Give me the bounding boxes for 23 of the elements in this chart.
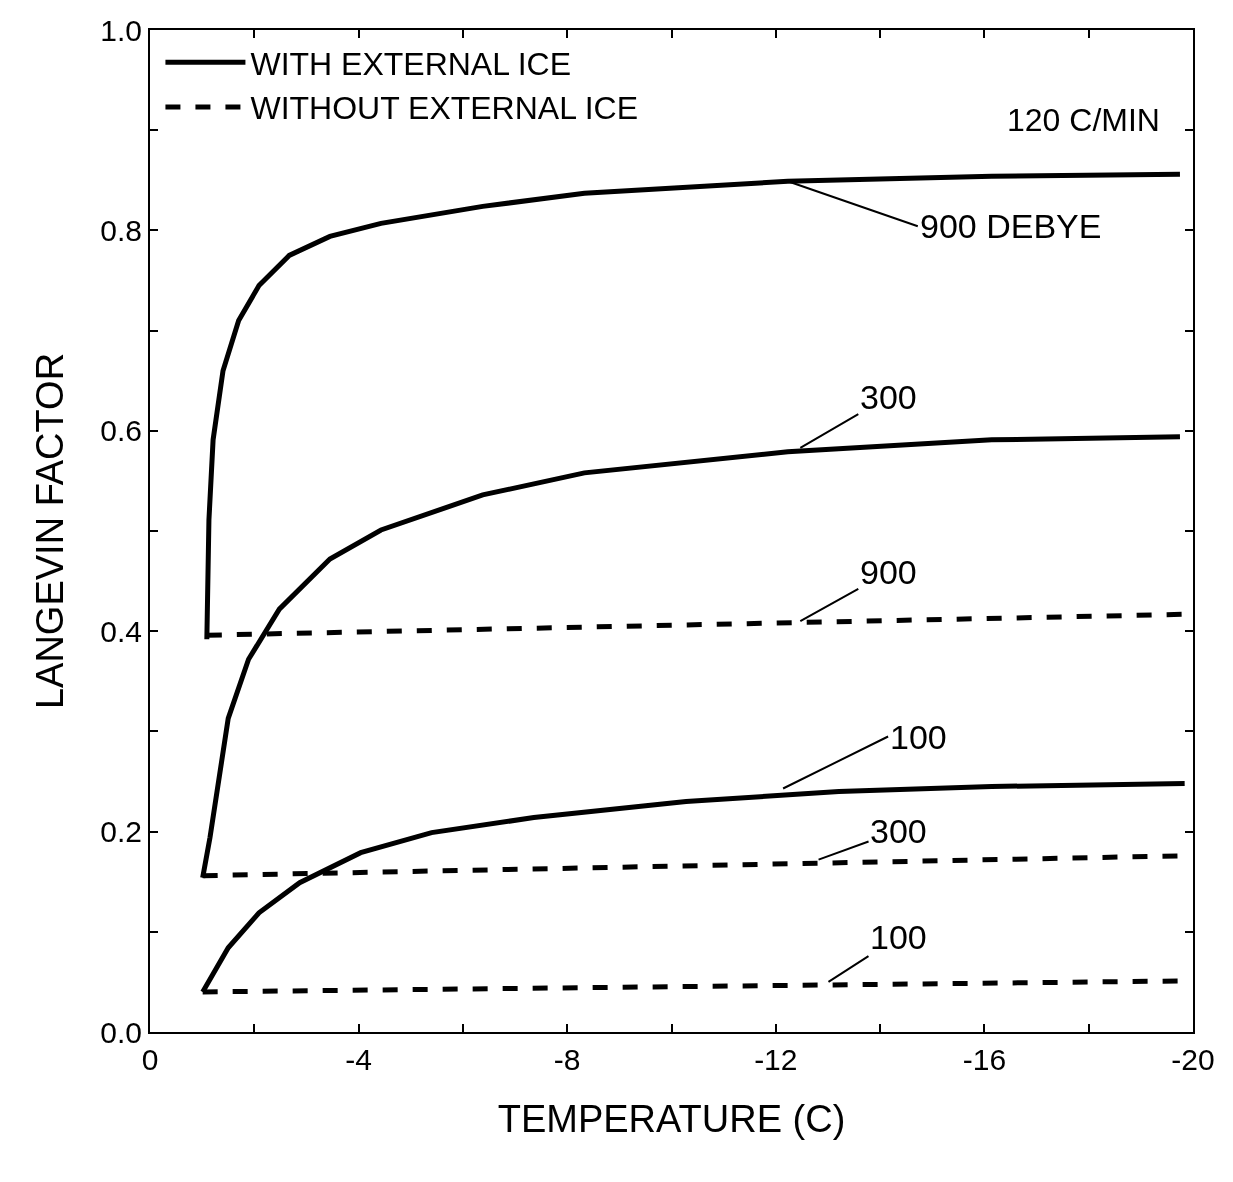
y-tick-label: 0.2	[100, 815, 142, 849]
annotation: 100	[870, 918, 927, 956]
legend-label: WITHOUT EXTERNAL ICE	[250, 90, 639, 127]
x-tick-label: -20	[1171, 1043, 1215, 1076]
y-axis-title: LANGEVIN FACTOR	[28, 352, 71, 710]
x-tick-label: -12	[754, 1043, 798, 1076]
x-axis-title: TEMPERATURE (C)	[497, 1097, 846, 1140]
annotation: 300	[860, 378, 917, 416]
x-tick-label: -4	[345, 1043, 372, 1076]
annotation: 120 C/MIN	[1007, 102, 1160, 138]
y-tick-label: 0.4	[100, 614, 142, 648]
y-tick-label: 1.0	[100, 13, 142, 47]
y-tick-label: 0.0	[100, 1015, 142, 1049]
x-tick-label: -16	[962, 1043, 1007, 1076]
annotation: 300	[870, 812, 927, 850]
y-tick-label: 0.6	[100, 414, 142, 448]
annotation: 900 DEBYE	[920, 207, 1102, 245]
annotation: 900	[860, 553, 917, 591]
annotation: 100	[890, 718, 947, 756]
x-tick-label: -8	[553, 1043, 581, 1076]
y-tick-label: 0.8	[100, 213, 142, 247]
x-tick-label: 0	[141, 1043, 159, 1076]
legend-label: WITH EXTERNAL ICE	[250, 45, 572, 82]
